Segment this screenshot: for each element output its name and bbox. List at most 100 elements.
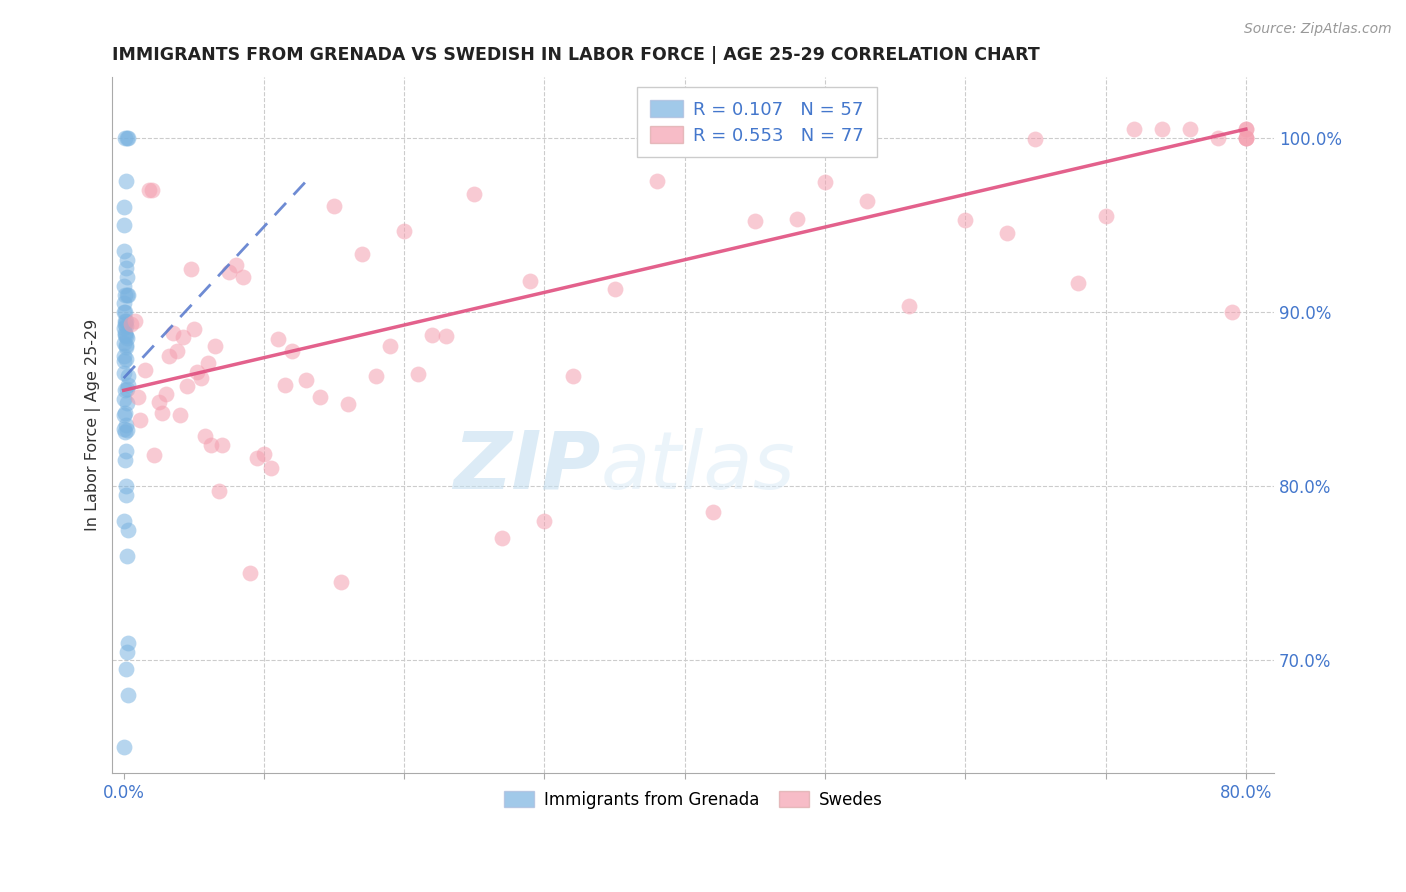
Point bbox=[117, 644, 139, 658]
Point bbox=[406, 367, 429, 381]
Point bbox=[112, 278, 135, 293]
Point bbox=[645, 174, 668, 188]
Legend: Immigrants from Grenada, Swedes: Immigrants from Grenada, Swedes bbox=[496, 784, 890, 815]
Point bbox=[239, 566, 262, 581]
Point bbox=[330, 574, 353, 589]
Point bbox=[114, 317, 136, 331]
Point bbox=[603, 282, 626, 296]
Point bbox=[150, 406, 173, 420]
Point bbox=[337, 397, 360, 411]
Point bbox=[1094, 210, 1116, 224]
Point bbox=[117, 252, 139, 267]
Point bbox=[162, 326, 184, 341]
Point bbox=[115, 488, 138, 502]
Text: IMMIGRANTS FROM GRENADA VS SWEDISH IN LABOR FORCE | AGE 25-29 CORRELATION CHART: IMMIGRANTS FROM GRENADA VS SWEDISH IN LA… bbox=[112, 46, 1040, 64]
Point bbox=[380, 339, 402, 353]
Point bbox=[120, 317, 142, 331]
Point bbox=[200, 438, 222, 452]
Point bbox=[115, 131, 138, 145]
Point bbox=[117, 378, 139, 392]
Point bbox=[211, 438, 233, 452]
Point bbox=[323, 199, 346, 213]
Point bbox=[166, 343, 188, 358]
Point bbox=[112, 296, 135, 310]
Point bbox=[157, 350, 180, 364]
Point bbox=[114, 336, 136, 351]
Point bbox=[814, 175, 837, 189]
Point bbox=[112, 320, 135, 334]
Point bbox=[420, 328, 443, 343]
Point bbox=[114, 131, 136, 145]
Point bbox=[463, 187, 485, 202]
Point bbox=[491, 532, 513, 546]
Point bbox=[260, 461, 283, 475]
Point bbox=[1234, 131, 1257, 145]
Point bbox=[253, 447, 276, 461]
Point bbox=[1220, 305, 1243, 319]
Point bbox=[115, 331, 138, 345]
Point bbox=[955, 213, 977, 227]
Point bbox=[1206, 131, 1229, 145]
Point bbox=[1122, 122, 1144, 136]
Point bbox=[114, 418, 136, 433]
Text: Source: ZipAtlas.com: Source: ZipAtlas.com bbox=[1244, 22, 1392, 37]
Point bbox=[115, 549, 138, 563]
Point bbox=[134, 363, 156, 377]
Point bbox=[115, 444, 138, 458]
Point bbox=[112, 218, 135, 232]
Point bbox=[434, 328, 457, 343]
Point bbox=[114, 287, 136, 301]
Point bbox=[115, 261, 138, 276]
Point bbox=[115, 287, 138, 301]
Point bbox=[218, 264, 240, 278]
Point bbox=[148, 395, 170, 409]
Point bbox=[1234, 131, 1257, 145]
Point bbox=[129, 412, 152, 426]
Point bbox=[898, 299, 921, 313]
Point bbox=[281, 344, 304, 359]
Point bbox=[117, 688, 139, 702]
Point bbox=[1234, 122, 1257, 136]
Point bbox=[180, 261, 202, 276]
Point bbox=[114, 479, 136, 493]
Point bbox=[115, 318, 138, 333]
Point bbox=[786, 211, 808, 226]
Point bbox=[1178, 122, 1201, 136]
Point bbox=[1150, 122, 1173, 136]
Point bbox=[115, 314, 138, 328]
Point bbox=[115, 270, 138, 285]
Point bbox=[744, 213, 766, 227]
Point bbox=[172, 330, 194, 344]
Point bbox=[114, 305, 136, 319]
Point bbox=[533, 514, 555, 528]
Point bbox=[112, 422, 135, 436]
Point bbox=[392, 224, 415, 238]
Point bbox=[1234, 131, 1257, 145]
Point bbox=[115, 351, 138, 366]
Point bbox=[112, 201, 135, 215]
Point bbox=[115, 174, 138, 188]
Point bbox=[176, 379, 198, 393]
Point bbox=[194, 429, 217, 443]
Text: atlas: atlas bbox=[600, 428, 794, 506]
Point bbox=[1066, 276, 1088, 290]
Point bbox=[115, 340, 138, 354]
Point bbox=[124, 314, 146, 328]
Point bbox=[114, 327, 136, 342]
Point bbox=[143, 448, 166, 462]
Point bbox=[274, 378, 297, 392]
Point bbox=[117, 423, 139, 437]
Point bbox=[114, 453, 136, 467]
Point bbox=[115, 382, 138, 396]
Point bbox=[112, 408, 135, 422]
Point bbox=[112, 392, 135, 406]
Point bbox=[114, 384, 136, 398]
Point bbox=[561, 369, 583, 384]
Point bbox=[115, 395, 138, 409]
Point bbox=[114, 425, 136, 439]
Point bbox=[1024, 132, 1046, 146]
Point bbox=[856, 194, 879, 208]
Point bbox=[114, 338, 136, 352]
Point bbox=[114, 329, 136, 343]
Point bbox=[352, 247, 374, 261]
